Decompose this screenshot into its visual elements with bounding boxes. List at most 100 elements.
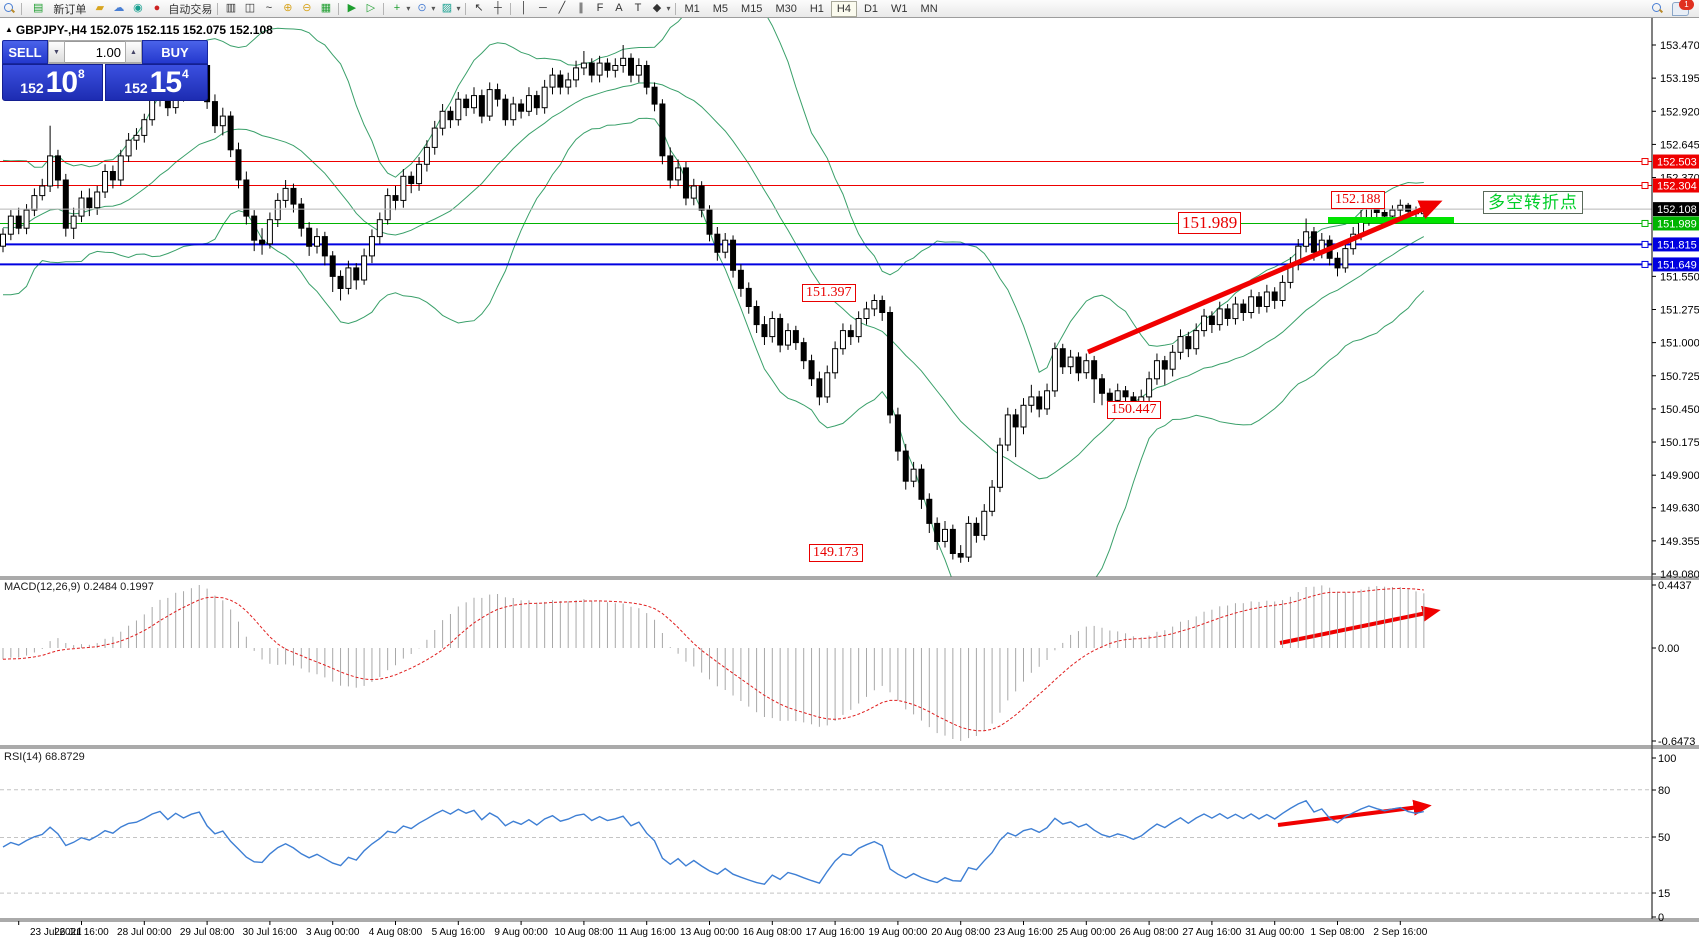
sell-button[interactable]: SELL (2, 40, 48, 64)
time-axis-label: 1 Sep 08:00 (1311, 927, 1365, 938)
line-handle[interactable] (1641, 158, 1649, 166)
deposit-gold-icon[interactable]: ▰ (95, 2, 105, 14)
tile-windows-icon[interactable]: ▦ (320, 2, 332, 14)
zoom-in-icon[interactable]: ⊕ (283, 2, 293, 14)
price-annotation[interactable]: 150.447 (1107, 401, 1161, 420)
timeframe-button-d1[interactable]: D1 (863, 2, 879, 15)
indicators-icon[interactable]: + (393, 2, 401, 14)
price-tick-label: 153.470 (1660, 40, 1699, 52)
candlestick-chart-icon[interactable]: ◫ (244, 2, 256, 14)
shapes-dropdown-icon[interactable]: ▾ (666, 4, 671, 13)
sell-price-sup: 8 (78, 67, 85, 81)
toolbar-separator (21, 2, 22, 15)
lot-increase-button[interactable]: ▲ (125, 41, 142, 63)
lot-decrease-button[interactable]: ▼ (48, 41, 65, 63)
macd-signal-line (2, 587, 1424, 732)
channel-tool-icon[interactable]: ∥ (578, 2, 584, 14)
templates-icon[interactable]: ▨ (441, 2, 453, 14)
toolbar-separator (217, 2, 219, 15)
bar-chart-icon[interactable]: ▥ (225, 2, 237, 14)
auto-scroll-icon[interactable]: ▶ (347, 2, 357, 14)
vertical-line-tool-icon[interactable]: │ (520, 2, 528, 14)
time-axis-label: 19 Aug 00:00 (868, 927, 927, 938)
price-tick-label: 151.275 (1660, 304, 1699, 316)
price-annotation[interactable]: 152.188 (1331, 191, 1385, 210)
notification-badge: 1 (1679, 0, 1694, 10)
timeframe-button-mn[interactable]: MN (920, 2, 938, 15)
price-badge (1653, 237, 1699, 252)
autotrading-icon[interactable]: ● (153, 2, 161, 14)
line-handle[interactable] (1641, 260, 1649, 268)
price-badge-label: 152.108 (1657, 204, 1697, 216)
lot-input[interactable] (65, 41, 125, 63)
price-badge-label: 151.815 (1657, 239, 1697, 251)
trend-arrow[interactable] (1277, 799, 1432, 827)
bollinger-band-line (2, 117, 1425, 577)
indicators-dropdown-icon[interactable]: ▾ (406, 4, 411, 13)
chat-icon[interactable]: 1 (1672, 0, 1694, 16)
line-handle[interactable] (1641, 219, 1649, 227)
search-icon[interactable] (3, 2, 16, 15)
turning-point-annotation[interactable]: 多空转折点 (1483, 191, 1583, 214)
bollinger-band-line (2, 18, 1424, 373)
crosshair-icon[interactable]: ┼ (494, 2, 502, 14)
buy-button[interactable]: BUY (142, 40, 208, 64)
cursor-icon[interactable]: ↖ (474, 2, 484, 14)
line-handle[interactable] (1641, 240, 1649, 248)
main-toolbar: ▤ 新订单 ▰ ☁ ◉ ● 自动交易 ▥ ◫ ~ ⊕ ⊖ ▦ ▶ ▷ + ▾ ⊙ ▾… (0, 0, 1699, 18)
search-field-icon[interactable] (1651, 2, 1664, 15)
price-plot[interactable] (0, 18, 1652, 634)
horizontal-line-tool-icon[interactable]: ─ (539, 2, 547, 14)
chart-canvas[interactable]: 153.470153.195152.920152.645152.370151.5… (0, 18, 1699, 940)
zoom-out-icon[interactable]: ⊖ (302, 2, 312, 14)
price-badge (1653, 178, 1699, 193)
line-handle[interactable] (1641, 182, 1649, 190)
price-badge (1653, 257, 1699, 272)
shapes-tool-icon[interactable]: ◆ (652, 2, 662, 14)
timeframe-button-m30[interactable]: M30 (775, 2, 797, 15)
time-axis-label: 4 Aug 08:00 (369, 927, 423, 938)
trend-arrow[interactable] (1087, 200, 1443, 355)
timeframe-button-m1[interactable]: M1 (684, 2, 700, 15)
new-order-label[interactable]: 新订单 (53, 3, 87, 16)
chart-area[interactable]: ▲ GBPJPY-,H4 152.075 152.115 152.075 152.… (0, 18, 1699, 940)
signals-icon[interactable]: ◉ (133, 2, 143, 14)
line-chart-icon[interactable]: ~ (265, 2, 273, 14)
timeframe-button-m5[interactable]: M5 (712, 2, 729, 15)
timeframe-button-h1[interactable]: H1 (809, 2, 824, 15)
text-tool-icon[interactable]: A (615, 2, 623, 14)
timeframe-bar: M1 M5 M15 M30 H1 H4 D1 W1 MN (678, 0, 943, 17)
price-tick-label: 152.645 (1660, 139, 1699, 151)
text-label-tool-icon[interactable]: T (634, 2, 642, 14)
templates-dropdown-icon[interactable]: ▾ (456, 4, 461, 13)
time-axis-label: 16 Aug 08:00 (743, 927, 802, 938)
profile-cloud-icon[interactable]: ☁ (113, 2, 125, 14)
one-click-trade-panel: SELL ▼ ▲ BUY 152 10 8 152 15 4 (2, 40, 208, 102)
fibonacci-tool-icon[interactable]: F (596, 2, 604, 14)
price-annotation[interactable]: 151.989 (1178, 212, 1242, 234)
periods-clock-icon[interactable]: ⊙ (417, 2, 427, 14)
time-axis-label: 26 Aug 08:00 (1120, 927, 1179, 938)
time-axis-label: 9 Aug 00:00 (494, 927, 548, 938)
toolbar-separator (338, 2, 340, 15)
symbol-marker-icon: ▲ (5, 25, 13, 34)
periods-dropdown-icon[interactable]: ▾ (431, 4, 436, 13)
price-tick-label: 149.630 (1660, 503, 1699, 515)
trendline-tool-icon[interactable]: ╱ (558, 2, 566, 14)
autotrading-label[interactable]: 自动交易 (168, 3, 213, 16)
new-order-icon[interactable]: ▤ (27, 1, 49, 16)
buy-price-button[interactable]: 152 15 4 (105, 64, 208, 101)
sell-price-button[interactable]: 152 10 8 (2, 64, 104, 101)
price-badge-label: 151.649 (1657, 259, 1697, 271)
price-annotation[interactable]: 151.397 (802, 284, 856, 303)
price-tick-label: 150.725 (1660, 371, 1699, 383)
price-annotation[interactable]: 149.173 (809, 544, 863, 563)
timeframe-button-m15[interactable]: M15 (741, 2, 763, 15)
price-tick-label: 153.195 (1660, 73, 1699, 85)
time-axis-label: 11 Aug 16:00 (618, 927, 677, 938)
timeframe-button-w1[interactable]: W1 (891, 2, 908, 15)
chart-shift-icon[interactable]: ▷ (366, 2, 376, 14)
timeframe-button-h4[interactable]: H4 (830, 0, 857, 17)
price-badge (1653, 154, 1699, 169)
trend-arrow[interactable] (1279, 605, 1441, 645)
